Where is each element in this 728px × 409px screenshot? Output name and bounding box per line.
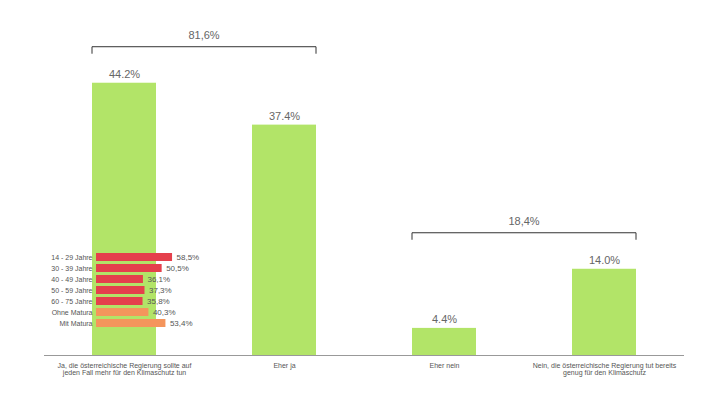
svg-text:Mit Matura: Mit Matura xyxy=(59,320,92,327)
svg-text:Ja, die österreichische Regier: Ja, die österreichische Regierung sollte… xyxy=(58,362,192,377)
svg-text:Eher ja: Eher ja xyxy=(273,362,295,370)
svg-text:4.4%: 4.4% xyxy=(432,313,457,325)
svg-text:58,5%: 58,5% xyxy=(177,253,200,262)
svg-text:14.0%: 14.0% xyxy=(589,254,620,266)
svg-text:60 - 75 Jahre: 60 - 75 Jahre xyxy=(51,298,92,305)
svg-text:Nein, die österreichische Regi: Nein, die österreichische Regierung tut … xyxy=(533,362,677,377)
svg-text:44.2%: 44.2% xyxy=(109,68,140,80)
svg-text:40,3%: 40,3% xyxy=(153,308,176,317)
svg-text:37,3%: 37,3% xyxy=(149,286,172,295)
svg-text:50 - 59 Jahre: 50 - 59 Jahre xyxy=(51,287,92,294)
svg-text:14 - 29 Jahre: 14 - 29 Jahre xyxy=(51,254,92,261)
svg-text:30 - 39 Jahre: 30 - 39 Jahre xyxy=(51,265,92,272)
svg-text:35,8%: 35,8% xyxy=(147,297,170,306)
svg-text:40 - 49 Jahre: 40 - 49 Jahre xyxy=(51,276,92,283)
svg-text:53,4%: 53,4% xyxy=(170,319,193,328)
svg-text:Eher nein: Eher nein xyxy=(430,362,460,369)
svg-text:36,1%: 36,1% xyxy=(147,275,170,284)
svg-text:81,6%: 81,6% xyxy=(188,29,219,41)
svg-text:37.4%: 37.4% xyxy=(269,110,300,122)
svg-text:Ohne Matura: Ohne Matura xyxy=(52,309,93,316)
svg-text:18,4%: 18,4% xyxy=(508,215,539,227)
svg-text:50,5%: 50,5% xyxy=(166,264,189,273)
